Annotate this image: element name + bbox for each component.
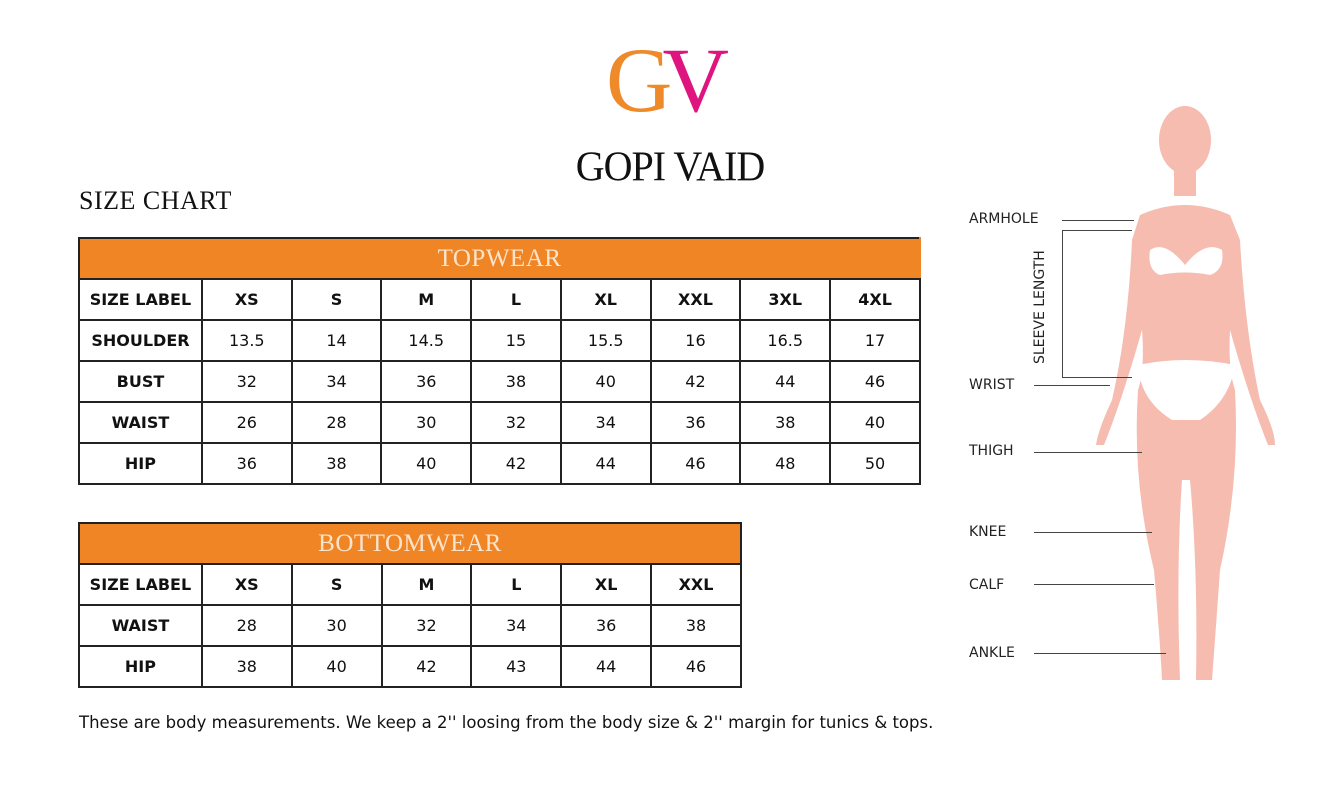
table-cell: XL (560, 563, 653, 606)
table-row: SIZE LABEL XS S M L XL XXL (78, 563, 742, 606)
row-label: WAIST (78, 401, 203, 444)
table-cell: 46 (649, 442, 742, 485)
table-cell: 38 (650, 604, 742, 647)
table-cell: 15 (470, 319, 562, 362)
label-calf: CALF (969, 577, 1005, 593)
table-cell: 46 (650, 645, 742, 688)
table-cell: 46 (829, 360, 921, 403)
table-cell: 14.5 (380, 319, 473, 362)
table-cell: 38 (739, 401, 832, 444)
row-label: SIZE LABEL (78, 563, 203, 606)
logo-monogram: GV (606, 29, 729, 131)
label-sleeve-length: SLEEVE LENGTH (1032, 250, 1048, 364)
table-cell: 44 (559, 442, 652, 485)
table-cell: 34 (290, 360, 383, 403)
table-cell: 28 (200, 604, 293, 647)
table-cell: 36 (649, 401, 742, 444)
row-label: SHOULDER (78, 319, 203, 362)
row-label: HIP (78, 442, 203, 485)
table-cell: 43 (470, 645, 563, 688)
table-cell: 38 (200, 645, 293, 688)
thigh-line (1034, 452, 1142, 453)
table-cell: 13.5 (200, 319, 293, 362)
table-cell: 32 (470, 401, 562, 444)
table-cell: 17 (829, 319, 921, 362)
table-cell: 44 (560, 645, 653, 688)
table-cell: 30 (290, 604, 383, 647)
table-cell: 50 (829, 442, 921, 485)
table-cell: 38 (290, 442, 383, 485)
armhole-line (1062, 220, 1134, 221)
table-cell: M (380, 278, 473, 321)
table-row: HIP 38 40 42 43 44 46 (78, 645, 742, 688)
table-cell: 30 (380, 401, 473, 444)
label-ankle: ANKLE (969, 645, 1015, 661)
table-cell: L (470, 563, 563, 606)
label-thigh: THIGH (969, 443, 1014, 459)
ankle-line (1034, 653, 1166, 654)
table-cell: 42 (470, 442, 562, 485)
wrist-line (1034, 385, 1110, 386)
label-wrist: WRIST (969, 377, 1015, 393)
table-cell: M (380, 563, 473, 606)
measurement-note: These are body measurements. We keep a 2… (79, 713, 934, 732)
calf-line (1034, 584, 1154, 585)
table-cell: 42 (649, 360, 742, 403)
body-figure (1096, 106, 1275, 680)
table-cell: 40 (559, 360, 652, 403)
table-cell: 36 (560, 604, 653, 647)
table-cell: XS (200, 278, 293, 321)
table-row: HIP 36 38 40 42 44 46 48 50 (78, 442, 921, 485)
bottomwear-table: BOTTOMWEAR SIZE LABEL XS S M L XL XXL WAIST 28 30 3… (78, 522, 742, 688)
table-cell: 14 (290, 319, 383, 362)
row-label: BUST (78, 360, 203, 403)
table-row: SIZE LABEL XS S M L XL XXL 3XL 4XL (78, 278, 921, 321)
label-armhole: ARMHOLE (969, 211, 1039, 227)
bottomwear-heading: BOTTOMWEAR (78, 522, 742, 565)
page-title: SIZE CHART (79, 186, 232, 215)
table-cell: XL (559, 278, 652, 321)
table-cell: XXL (649, 278, 742, 321)
table-cell: 42 (380, 645, 473, 688)
topwear-heading: TOPWEAR (78, 237, 921, 280)
table-row: SHOULDER 13.5 14 14.5 15 15.5 16 16.5 17 (78, 319, 921, 362)
table-cell: XS (200, 563, 293, 606)
table-cell: XXL (650, 563, 742, 606)
table-cell: 3XL (739, 278, 832, 321)
topwear-table: TOPWEAR SIZE LABEL XS S M L XL XXL 3XL 4XL SHOULDE… (78, 237, 921, 485)
table-cell: 34 (559, 401, 652, 444)
table-cell: 32 (200, 360, 293, 403)
table-cell: 48 (739, 442, 832, 485)
table-cell: 32 (380, 604, 473, 647)
table-cell: 16.5 (739, 319, 832, 362)
brand-name: GOPI VAID (575, 142, 765, 191)
table-cell: 26 (200, 401, 293, 444)
table-cell: L (470, 278, 562, 321)
row-label: WAIST (78, 604, 203, 647)
table-row: BUST 32 34 36 38 40 42 44 46 (78, 360, 921, 403)
table-cell: 4XL (829, 278, 921, 321)
table-cell: 40 (829, 401, 921, 444)
table-cell: 16 (649, 319, 742, 362)
table-cell: 36 (380, 360, 473, 403)
table-cell: 38 (470, 360, 562, 403)
knee-line (1034, 532, 1152, 533)
table-cell: 40 (380, 442, 473, 485)
label-knee: KNEE (969, 524, 1007, 540)
table-cell: S (290, 278, 383, 321)
table-cell: 40 (290, 645, 383, 688)
row-label: SIZE LABEL (78, 278, 203, 321)
table-cell: 28 (290, 401, 383, 444)
row-label: HIP (78, 645, 203, 688)
table-cell: 44 (739, 360, 832, 403)
table-row: WAIST 28 30 32 34 36 38 (78, 604, 742, 647)
table-cell: S (290, 563, 383, 606)
table-row: WAIST 26 28 30 32 34 36 38 40 (78, 401, 921, 444)
table-cell: 36 (200, 442, 293, 485)
table-cell: 15.5 (559, 319, 652, 362)
table-cell: 34 (470, 604, 563, 647)
sleeve-length-bracket (1062, 230, 1132, 378)
